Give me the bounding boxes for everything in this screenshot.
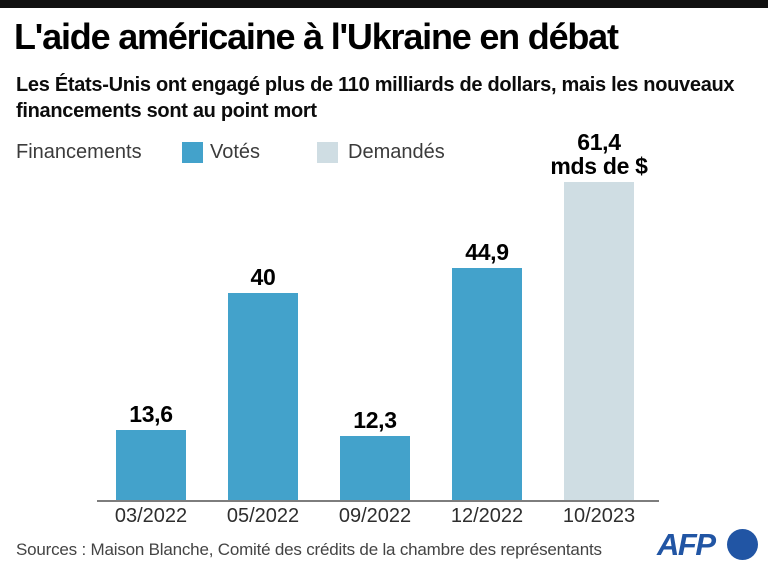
- afp-logo: AFP: [657, 527, 761, 563]
- bar-value-label: 40: [250, 264, 276, 290]
- bar-value-label: 61,4 mds de $: [550, 129, 648, 179]
- legend-item-voted: Votés: [210, 141, 261, 163]
- x-axis-label: 05/2022: [226, 505, 300, 527]
- bar-05-2022: [228, 293, 298, 500]
- x-axis-label: 12/2022: [450, 505, 524, 527]
- legend-item-requested: Demandés: [348, 141, 445, 163]
- legend-title: Financements: [16, 141, 142, 163]
- sources-credit: Sources : Maison Blanche, Comité des cré…: [16, 540, 602, 559]
- x-axis-label: 09/2022: [338, 505, 412, 527]
- bar-12-2022: [452, 268, 522, 500]
- bar-03-2022: [116, 430, 186, 500]
- voted-swatch-icon: [182, 142, 203, 163]
- subtitle: Les États-Unis ont engagé plus de 110 mi…: [16, 74, 735, 122]
- x-axis-label: 03/2022: [114, 505, 188, 527]
- bar-09-2022: [340, 436, 410, 500]
- x-axis-label: 10/2023: [562, 505, 636, 527]
- afp-logo-circle-icon: [727, 529, 758, 560]
- afp-logo-text: AFP: [657, 527, 716, 562]
- requested-swatch-icon: [317, 142, 338, 163]
- top-accent-bar: [0, 0, 768, 8]
- bar-10-2023: [564, 182, 634, 500]
- bar-value-label: 44,9: [465, 239, 509, 265]
- bar-value-label: 13,6: [129, 401, 173, 427]
- x-axis-line: [97, 500, 659, 502]
- page-title: L'aide américaine à l'Ukraine en débat: [14, 16, 619, 57]
- bar-value-label: 12,3: [353, 407, 397, 433]
